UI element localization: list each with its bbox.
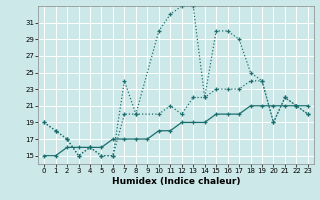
X-axis label: Humidex (Indice chaleur): Humidex (Indice chaleur) <box>112 177 240 186</box>
